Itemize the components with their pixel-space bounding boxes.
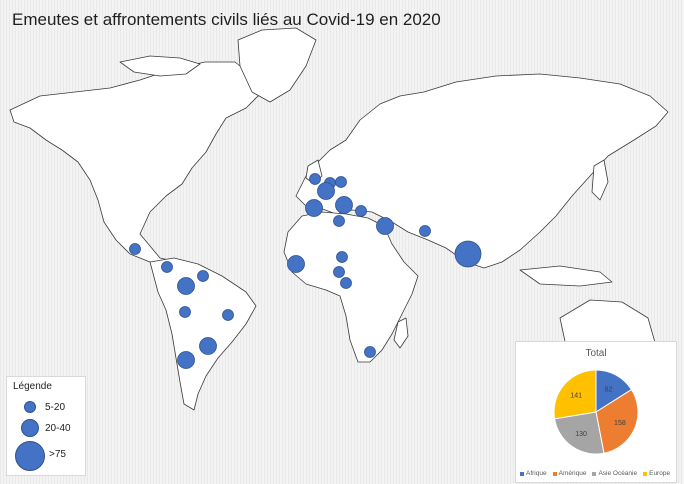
marker-colombie <box>177 277 195 295</box>
incident-markers <box>129 173 482 369</box>
marker-sénégal <box>287 255 305 273</box>
marker-tchad <box>333 266 345 278</box>
pie-legend-item-2: Asie Océanie <box>592 470 637 477</box>
marker-mexique <box>129 243 141 255</box>
marker-pakistan <box>419 225 431 237</box>
marker-autriche <box>335 196 353 214</box>
marker-inde <box>454 240 482 268</box>
legend-label-medium: 20-40 <box>45 423 71 434</box>
marker-cameroun <box>340 277 352 289</box>
marker-irak <box>376 217 394 235</box>
legend-circle-small <box>24 401 36 413</box>
marker-royaume-uni <box>309 173 321 185</box>
north-america-landmass <box>9 61 263 273</box>
marker-nigeria <box>336 251 348 263</box>
map-title: Emeutes et affrontements civils liés au … <box>12 10 441 29</box>
marker-paraguay <box>199 337 217 355</box>
pie-legend-label: Afrique <box>526 470 547 477</box>
pie-legend-swatch <box>643 471 648 476</box>
marker-allemagne <box>317 182 335 200</box>
pie-svg: 82 158 130 141 <box>553 369 639 455</box>
legend-label-small: 5-20 <box>45 402 66 413</box>
madagascar-landmass <box>393 317 409 349</box>
pie-value-label-1: 158 <box>614 420 626 427</box>
indonesia-landmass <box>519 265 613 287</box>
marker-italie <box>333 215 345 227</box>
marker-brésil <box>222 309 234 321</box>
legend-label-large: >75 <box>49 449 66 460</box>
pie-value-label-0: 82 <box>605 387 613 394</box>
japan-landmass <box>591 159 609 201</box>
pie-legend-label: Amérique <box>558 470 587 477</box>
arctic-islands-landmass <box>119 55 201 77</box>
pie-legend: Afrique Amérique Asie Océanie Europe <box>520 470 676 477</box>
marker-serbie <box>355 205 367 217</box>
pie-legend-label: Asie Océanie <box>598 470 638 477</box>
marker-venezuela <box>197 270 209 282</box>
pie-legend-swatch <box>592 471 597 476</box>
pie-legend-item-0: Afrique <box>520 470 547 477</box>
total-pie-chart: Total 82 158 130 141 Afrique Amérique Asie Oc… <box>515 341 677 483</box>
pie-slice-3 <box>553 369 597 420</box>
pie-legend-label: Europe <box>649 470 671 477</box>
pie-slice-2 <box>553 411 605 455</box>
marker-pologne <box>335 176 347 188</box>
size-legend: Légende 5-20 20-40 >75 <box>6 376 86 476</box>
marker-pérou <box>179 306 191 318</box>
pie-title: Total <box>585 348 607 359</box>
legend-circle-large <box>15 441 45 471</box>
pie-legend-swatch <box>520 471 524 476</box>
legend-circle-medium <box>21 419 39 437</box>
pie-legend-swatch <box>552 471 557 476</box>
marker-france <box>305 199 323 217</box>
marker-chili <box>177 351 195 369</box>
legend-title: Légende <box>13 381 52 392</box>
pie-value-label-3: 141 <box>570 393 582 400</box>
south-america-landmass <box>149 257 257 411</box>
greenland-landmass <box>237 27 317 103</box>
marker-guatemala <box>161 261 173 273</box>
pie-value-label-2: 130 <box>575 431 587 438</box>
pie-legend-item-1: Amérique <box>552 470 587 477</box>
pie-legend-item-3: Europe <box>643 470 670 477</box>
pie-slice-1 <box>595 388 639 454</box>
marker-afrique-du-sud <box>364 346 376 358</box>
